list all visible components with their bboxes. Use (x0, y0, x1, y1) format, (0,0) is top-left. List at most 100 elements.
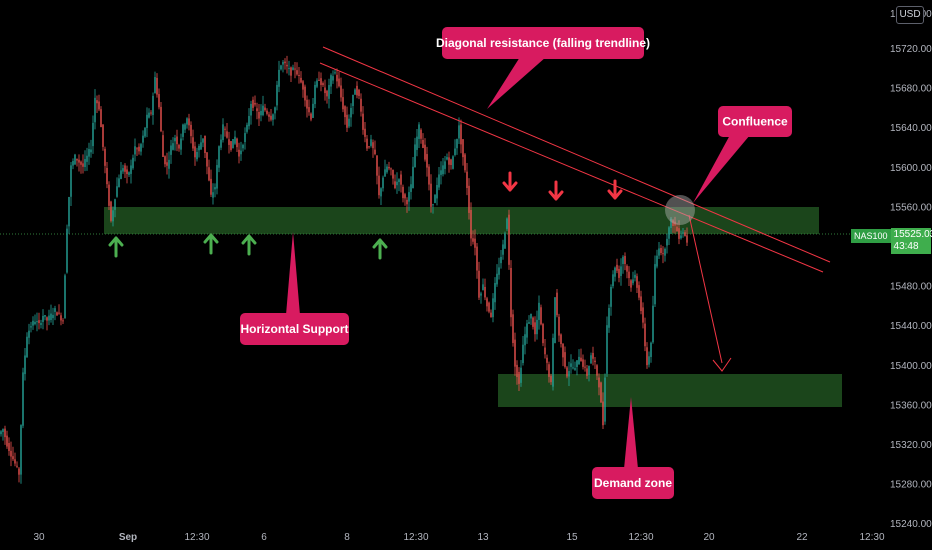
candle-body (112, 210, 114, 222)
candle-body (584, 366, 586, 368)
candle-body (450, 159, 452, 166)
candle-body (18, 468, 20, 475)
candle-body (306, 99, 308, 109)
y-tick-label: 15400.00 (890, 361, 932, 372)
confluence-callout-pointer (693, 135, 750, 203)
candle-body (118, 178, 120, 188)
candle-body (518, 371, 520, 384)
confluence-callout-label: Confluence (722, 115, 788, 129)
candle-body (514, 339, 516, 367)
diagonal-resistance-callout-label: Diagonal resistance (falling trendline) (436, 36, 650, 50)
candle-body (426, 154, 428, 168)
candle-body (218, 146, 220, 168)
candle-body (30, 326, 32, 328)
candle-body (102, 124, 104, 147)
candle-body (98, 101, 100, 110)
candle-body (582, 359, 584, 367)
candle-body (334, 72, 336, 74)
candle-body (650, 342, 652, 357)
candle-body (510, 267, 512, 318)
candle-body (630, 280, 632, 288)
candle-body (590, 355, 592, 364)
candle-body (678, 228, 680, 239)
candle-body (366, 138, 368, 149)
candle-body (92, 122, 94, 147)
candle-body (114, 199, 116, 210)
candle-body (672, 220, 674, 227)
candle-body (286, 64, 288, 67)
candle-body (2, 429, 4, 432)
candle-body (240, 150, 242, 155)
candle-body (14, 459, 16, 464)
candle-body (438, 174, 440, 188)
candle-body (682, 232, 684, 234)
candle-body (132, 157, 134, 169)
candle-body (138, 146, 140, 152)
candle-body (198, 145, 200, 151)
candle-body (212, 192, 214, 198)
candle-body (142, 135, 144, 143)
candle-body (202, 138, 204, 143)
candle-body (246, 124, 248, 132)
candle-body (156, 77, 158, 95)
currency-badge[interactable]: USD (896, 6, 924, 24)
candle-body (278, 69, 280, 87)
candle-body (428, 166, 430, 185)
candle-body (250, 103, 252, 116)
candle-body (208, 167, 210, 181)
candle-body (188, 118, 190, 126)
candle-body (58, 312, 60, 314)
candle-body (418, 124, 420, 139)
candle-body (326, 90, 328, 97)
candle-body (236, 138, 238, 148)
support-bounce-arrow (372, 238, 388, 260)
candle-body (214, 187, 216, 190)
candle-body (562, 343, 564, 358)
candle-body (54, 308, 56, 312)
candle-body (260, 110, 262, 116)
candle-body (264, 107, 266, 111)
x-tick-label: 8 (344, 532, 350, 543)
candle-body (506, 218, 508, 229)
y-tick-label: 15480.00 (890, 282, 932, 293)
candle-body (298, 75, 300, 77)
candle-body (400, 174, 402, 185)
candle-body (328, 85, 330, 99)
candle-body (172, 143, 174, 150)
candle-body (368, 146, 370, 148)
candle-body (110, 201, 112, 221)
candle-body (0, 431, 2, 435)
candle-body (300, 77, 302, 83)
candle-body (592, 352, 594, 359)
candle-body (458, 125, 460, 139)
candle-body (186, 118, 188, 125)
candle-body (442, 165, 444, 175)
candle-body (486, 298, 488, 307)
x-tick-label: 20 (703, 532, 715, 543)
candle-body (100, 109, 102, 128)
candle-body (254, 102, 256, 105)
candle-body (56, 312, 58, 316)
x-tick-label: Sep (119, 532, 137, 543)
candle-body (108, 184, 110, 206)
candle-body (382, 177, 384, 189)
candle-body (304, 86, 306, 101)
candle-body (308, 107, 310, 113)
resistance-trendline-upper (322, 46, 831, 263)
candle-body (342, 97, 344, 110)
candle-body (520, 367, 522, 383)
candle-body (662, 253, 664, 255)
candle-body (152, 95, 154, 116)
candle-body (48, 315, 50, 321)
y-tick-label: 15560.00 (890, 202, 932, 213)
candle-body (398, 179, 400, 183)
candle-body (176, 136, 178, 145)
candle-body (220, 139, 222, 148)
candle-body (196, 151, 198, 160)
candle-body (192, 137, 194, 149)
candle-body (430, 183, 432, 207)
candle-body (462, 139, 464, 158)
y-tick-label: 15280.00 (890, 480, 932, 491)
candle-body (614, 267, 616, 277)
